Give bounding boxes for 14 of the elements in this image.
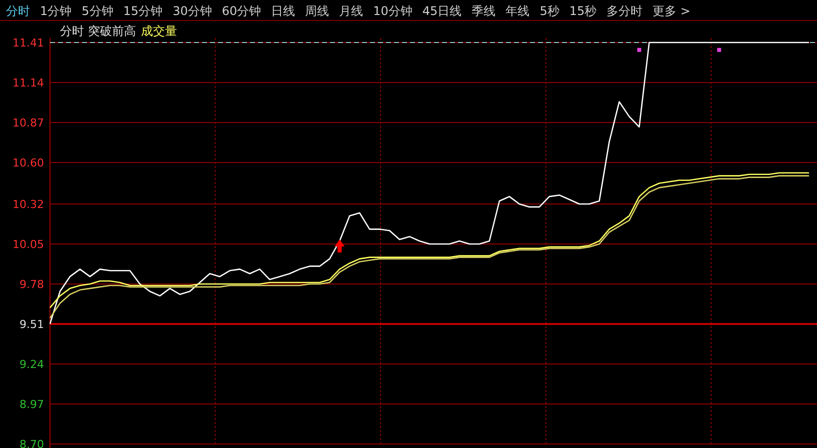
y-tick-label: 10.60 — [12, 156, 44, 170]
y-tick-label: 9.24 — [20, 358, 44, 371]
y-tick-label: 8.97 — [20, 398, 44, 411]
y-tick-label: 9.78 — [20, 278, 44, 291]
y-tick-label: 8.70 — [20, 438, 44, 448]
chart-title: 分时 突破前高 — [60, 24, 136, 38]
y-tick-label: 10.87 — [12, 116, 44, 130]
y-tick-label: 11.41 — [12, 36, 44, 50]
y-tick-label: 9.51 — [20, 318, 44, 331]
y-tick-label: 10.32 — [12, 198, 44, 211]
y-tick-label: 11.14 — [12, 76, 44, 90]
chart-subtitle: 成交量 — [140, 24, 177, 38]
line-series — [49, 42, 810, 325]
y-tick-label: 10.05 — [12, 238, 44, 251]
